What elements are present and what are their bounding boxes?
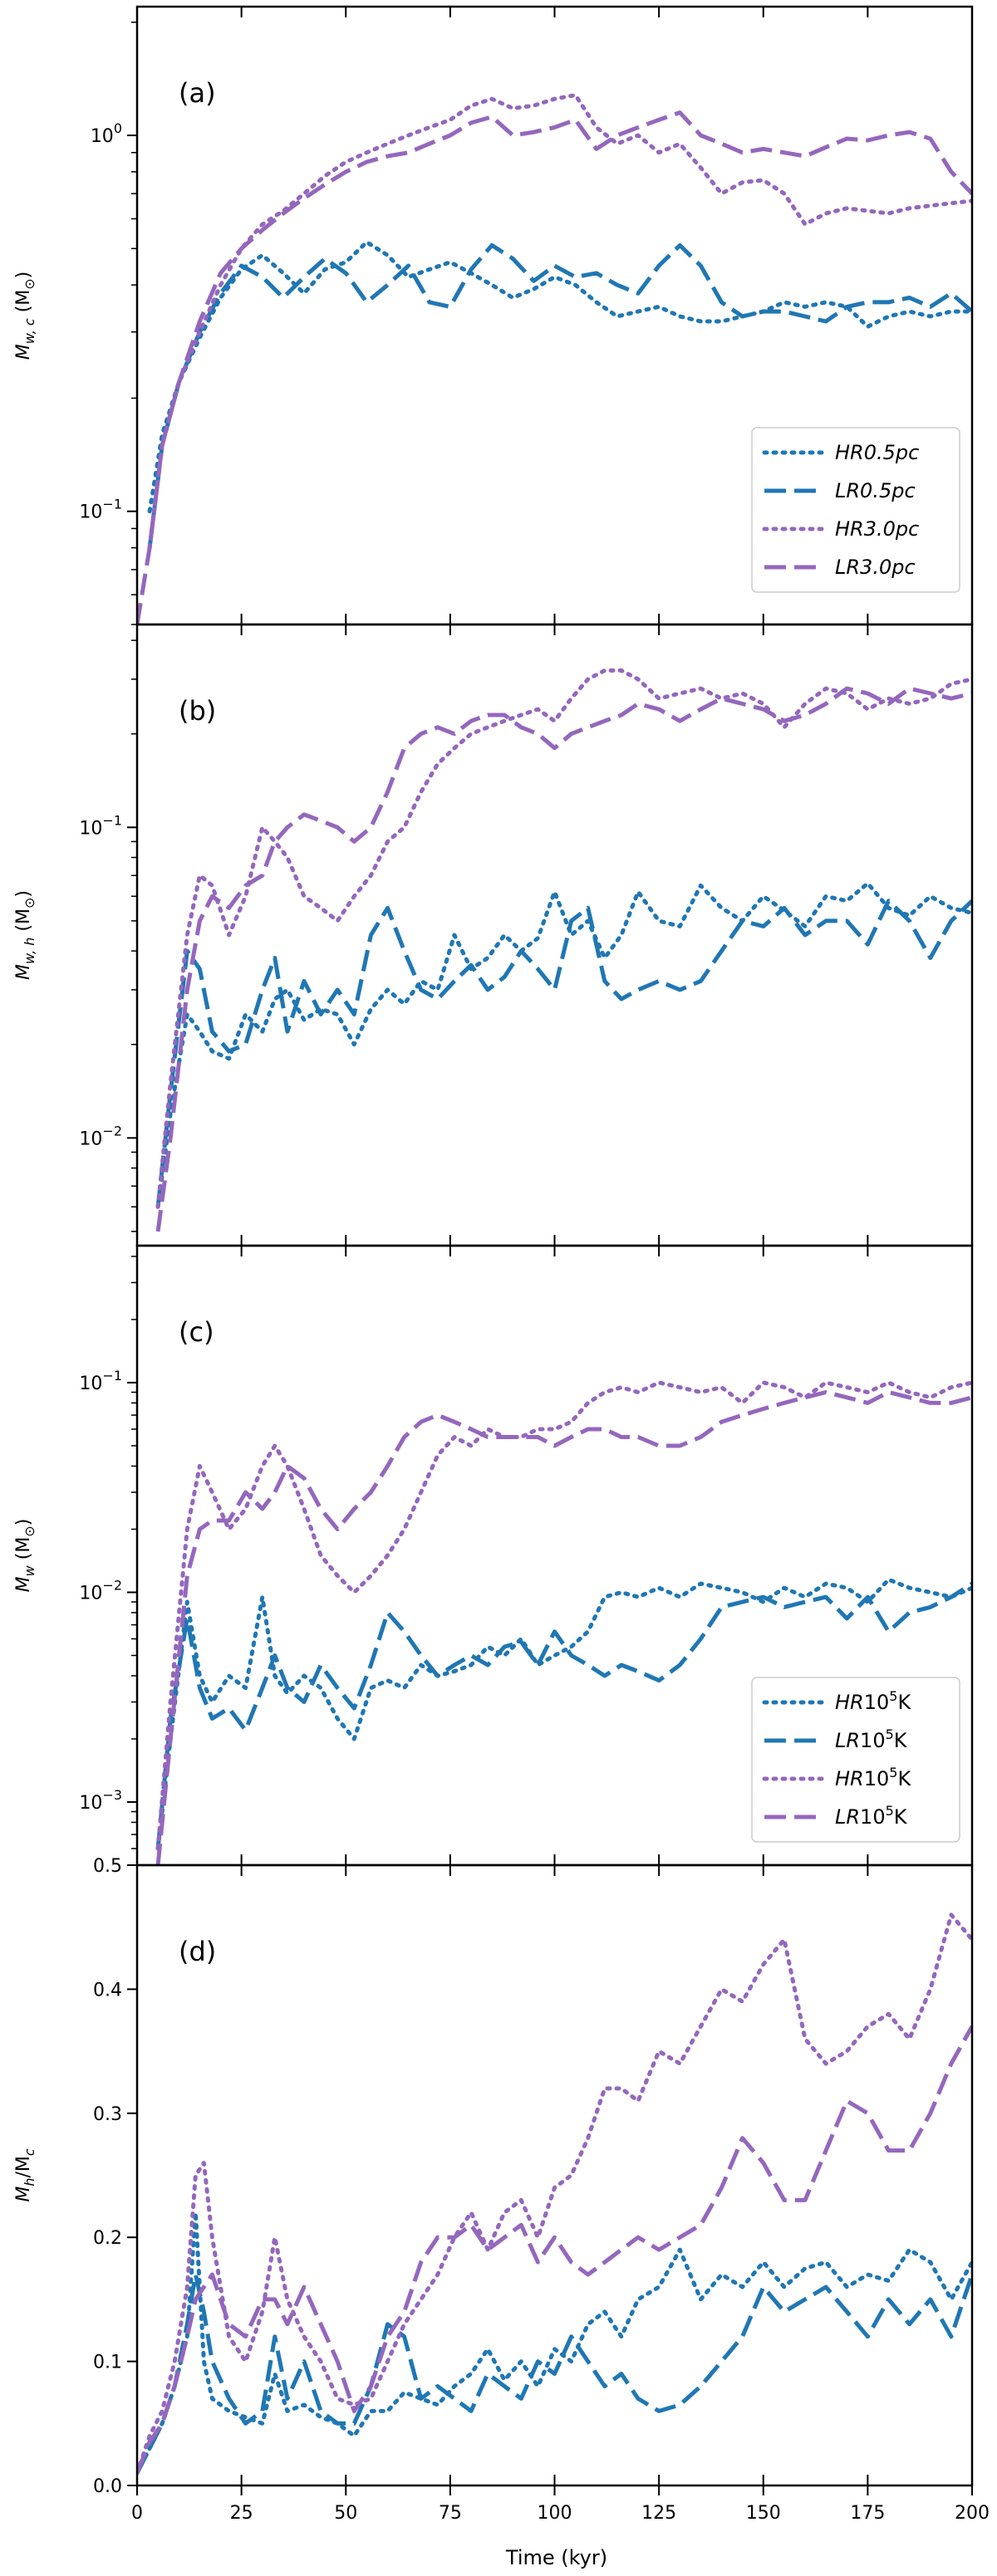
panel-tag: (a) bbox=[179, 77, 216, 109]
y-tick-label: 100 bbox=[91, 120, 122, 147]
y-tick-label: 0.4 bbox=[93, 1980, 122, 2001]
legend: HR0.5pc LR0.5pc HR3.0pc LR3.0pc bbox=[751, 427, 960, 593]
series-line-lr3-0pc bbox=[155, 686, 972, 1232]
series-line-hr-blue bbox=[137, 2210, 972, 2476]
panel-1: 10−2 10−1 (b) Mw, h (M⊙) bbox=[13, 623, 974, 1247]
y-tick-label: 0.3 bbox=[93, 2104, 122, 2125]
x-tick-label: 25 bbox=[230, 2503, 253, 2524]
series-line-lr3-0pc bbox=[137, 110, 972, 624]
y-tick-label: 0.2 bbox=[93, 2228, 122, 2249]
legend-entry: LR105K bbox=[835, 1726, 908, 1752]
series-group bbox=[137, 93, 972, 624]
series-group bbox=[137, 1912, 972, 2476]
x-tick-label: 150 bbox=[746, 2503, 781, 2524]
x-axis-label: Time (kyr) bbox=[505, 2546, 607, 2569]
y-axis-label: Mw (M⊙) bbox=[13, 1519, 37, 1593]
legend-entry: LR3.0pc bbox=[835, 556, 916, 579]
x-tick-label: 100 bbox=[538, 2503, 572, 2524]
y-tick-label: 10−3 bbox=[79, 1787, 122, 1814]
y-tick-label: 10−1 bbox=[79, 497, 122, 523]
series-group bbox=[155, 1380, 972, 1865]
panel-0: 10−1 100 (a) Mw, c (M⊙) HR0.5pc LR0.5pc HR3.0p… bbox=[13, 5, 974, 626]
y-tick-label: 0.1 bbox=[93, 2353, 122, 2373]
series-line-hr3-0pc bbox=[155, 668, 972, 1209]
x-tick-label: 75 bbox=[439, 2503, 462, 2524]
y-tick-label: 0.5 bbox=[93, 1856, 122, 1877]
panel-tag: (d) bbox=[179, 1936, 216, 1967]
x-tick-label: 0 bbox=[131, 2503, 143, 2524]
y-tick-label: 10−1 bbox=[79, 812, 122, 839]
x-tick-label: 125 bbox=[641, 2503, 676, 2524]
y-tick-label: 10−1 bbox=[79, 1368, 122, 1394]
x-tick-label: 200 bbox=[955, 2503, 990, 2524]
panel-3: 0.0 0.1 0.2 0.3 0.4 0.5 (d) Mh/Mc bbox=[13, 1856, 974, 2497]
legend-entry: HR105K bbox=[835, 1765, 911, 1790]
panels-group: 10−1 100 (a) Mw, c (M⊙) HR0.5pc LR0.5pc HR3.0p… bbox=[13, 5, 990, 2524]
x-tick-label: 50 bbox=[334, 2503, 357, 2524]
x-tick-labels: 0 25 50 75 100 125 150 175 200 bbox=[131, 2485, 990, 2524]
y-tick-label: 10−2 bbox=[79, 1123, 122, 1149]
legend-entry: LR105K bbox=[835, 1803, 908, 1829]
y-tick-label: 10−2 bbox=[79, 1577, 122, 1604]
legend-entry: HR0.5pc bbox=[835, 441, 919, 464]
series-line-lr0-5pc bbox=[147, 242, 972, 548]
series-line-lr-purple bbox=[137, 2025, 972, 2475]
legend-entry: HR105K bbox=[835, 1688, 911, 1714]
series-line-lr0-5pc bbox=[155, 899, 972, 1207]
y-tick-label: 0.0 bbox=[93, 2476, 122, 2497]
legend-entry: LR0.5pc bbox=[835, 479, 916, 502]
y-axis-label: Mw, h (M⊙) bbox=[13, 890, 37, 980]
series-line-hr10-5k bbox=[155, 1380, 972, 1851]
series-line-lr-blue bbox=[137, 2272, 972, 2475]
panel-tag: (b) bbox=[179, 695, 216, 727]
series-line-lr10-5k bbox=[155, 1581, 972, 1849]
y-axis-label: Mh/Mc bbox=[13, 2148, 37, 2202]
legend: HR105K LR105K HR105K LR105K bbox=[751, 1677, 960, 1843]
panel-2: 10−310−210−1(c)Mw (M⊙)HR105KLR105KHR105K… bbox=[13, 1244, 974, 1867]
y-axis-label: Mw, c (M⊙) bbox=[13, 272, 37, 360]
series-line-hr10-5k bbox=[155, 1577, 972, 1851]
series-line-lr10-5k bbox=[155, 1390, 972, 1865]
series-line-hr-purple bbox=[137, 1912, 972, 2476]
legend-box bbox=[751, 427, 960, 593]
panel-tag: (c) bbox=[179, 1316, 214, 1348]
x-tick-label: 175 bbox=[850, 2503, 885, 2524]
series-line-hr3-0pc bbox=[147, 93, 972, 551]
legend-entry: HR3.0pc bbox=[835, 517, 919, 541]
series-line-hr0-5pc bbox=[147, 240, 972, 514]
series-group bbox=[155, 668, 972, 1232]
legend-box bbox=[751, 1677, 960, 1843]
